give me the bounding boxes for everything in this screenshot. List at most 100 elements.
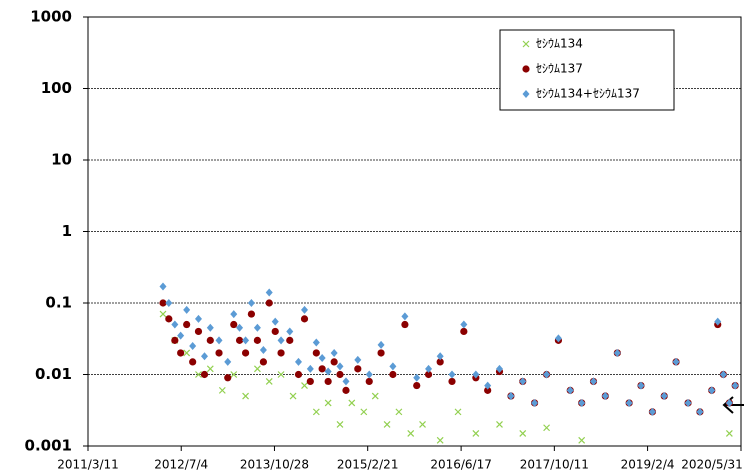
data-point: [194, 314, 202, 323]
data-point: [589, 377, 597, 386]
data-point: [696, 407, 704, 416]
data-point: [454, 408, 462, 416]
data-point: [206, 323, 214, 332]
data-point: [159, 310, 167, 318]
x-tick-label: 2016/6/17: [430, 458, 492, 472]
data-point: [215, 349, 223, 357]
x-tick-label: 2012/7/4: [154, 458, 208, 472]
data-point: [719, 370, 727, 379]
legend-label: ｾｼｳﾑ134+ｾｼｳﾑ137: [536, 87, 640, 101]
data-point: [177, 331, 185, 340]
data-point: [242, 336, 250, 345]
data-point: [324, 377, 332, 386]
data-point: [189, 342, 197, 351]
data-point: [289, 392, 297, 400]
data-point: [294, 357, 302, 366]
data-point: [224, 357, 232, 366]
data-point: [436, 436, 444, 444]
data-point: [625, 398, 633, 407]
data-point: [377, 340, 385, 349]
legend-label: ｾｼｳﾑ134: [536, 37, 583, 51]
data-point: [301, 382, 308, 390]
data-point: [578, 398, 586, 407]
data-point: [419, 421, 426, 428]
data-point: [448, 370, 456, 379]
data-point: [230, 371, 238, 378]
data-point: [230, 310, 238, 319]
legend-marker: [522, 40, 530, 48]
data-point: [265, 299, 273, 307]
data-point: [236, 323, 244, 332]
data-point: [383, 421, 391, 428]
y-tick-label: 0.01: [35, 365, 72, 383]
data-point: [365, 370, 373, 379]
data-point: [725, 429, 733, 437]
data-point: [407, 429, 415, 437]
x-tick-label: 2013/10/28: [240, 458, 309, 472]
y-tick-label: 1: [62, 222, 72, 240]
data-point: [566, 386, 574, 395]
data-point: [725, 398, 733, 407]
data-point: [206, 365, 214, 373]
data-point: [460, 320, 468, 329]
data-point: [371, 392, 379, 400]
data-point: [253, 365, 261, 373]
y-tick-label: 1000: [30, 8, 72, 26]
data-point: [578, 436, 586, 444]
data-point: [672, 357, 680, 366]
y-tick-label: 0.1: [45, 294, 72, 312]
data-point: [342, 377, 350, 386]
data-point: [354, 355, 362, 364]
y-tick-label: 100: [41, 79, 72, 97]
data-point: [342, 386, 350, 394]
data-point: [312, 408, 320, 416]
data-point: [177, 349, 185, 357]
data-point: [218, 386, 226, 394]
data-point: [195, 371, 202, 378]
data-point: [401, 320, 409, 329]
data-point: [360, 408, 368, 416]
y-tick-label: 0.001: [25, 437, 72, 455]
data-point: [684, 398, 692, 407]
data-point: [401, 312, 409, 321]
data-point: [277, 336, 285, 345]
data-point: [318, 354, 326, 363]
data-point: [265, 288, 273, 297]
data-point: [389, 362, 397, 371]
data-point: [286, 336, 294, 344]
data-point: [714, 317, 722, 326]
data-point: [159, 299, 167, 307]
data-point: [496, 421, 503, 428]
data-point: [183, 349, 191, 357]
x-tick-label: 2011/3/11: [57, 458, 119, 472]
data-point: [159, 282, 167, 291]
data-point: [271, 317, 279, 326]
data-point: [224, 374, 232, 382]
data-point: [507, 392, 515, 401]
legend-label: ｾｼｳﾑ137: [536, 62, 583, 76]
data-point: [306, 364, 314, 373]
data-point: [472, 429, 480, 437]
data-point: [660, 392, 668, 401]
data-point: [377, 349, 385, 357]
data-point: [484, 381, 492, 390]
data-point: [215, 336, 223, 345]
data-point: [301, 305, 309, 314]
data-point: [171, 320, 179, 329]
data-point: [336, 362, 344, 371]
data-point: [241, 349, 250, 357]
x-tick-label: 2017/10/11: [520, 458, 589, 472]
data-point: [395, 408, 403, 416]
data-point: [330, 348, 338, 357]
data-point: [253, 336, 262, 344]
data-point: [230, 320, 238, 329]
data-point: [708, 386, 716, 395]
data-point: [472, 370, 480, 379]
data-point: [613, 348, 621, 357]
data-point: [165, 299, 173, 307]
legend-marker: [522, 90, 530, 98]
legend-marker: [522, 65, 530, 73]
data-point: [259, 346, 267, 355]
data-point: [318, 365, 326, 373]
